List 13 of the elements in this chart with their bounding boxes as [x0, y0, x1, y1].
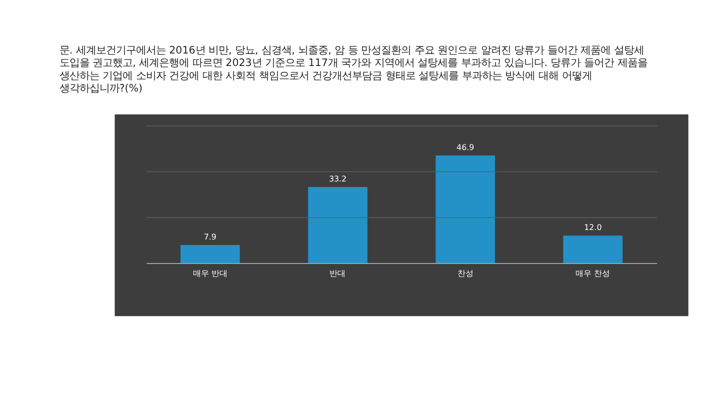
x-tick-label: 찬성 — [457, 269, 474, 278]
bar — [180, 245, 240, 264]
x-tick-label: 매우 반대 — [192, 269, 228, 278]
bar — [563, 236, 623, 264]
data-label: 33.2 — [328, 174, 347, 184]
x-tick-label: 반대 — [330, 269, 346, 278]
data-label: 12.0 — [584, 223, 602, 232]
data-label: 7.9 — [204, 232, 216, 242]
bar — [308, 186, 368, 264]
bar — [436, 156, 495, 264]
chart-title: 문. 세계보건기구에서는 2016년 비만, 당뇨, 심경색, 뇌졸중, 암 등 만성질환의 주요 원인으로 알려진 당류가 들어간 제품에 설탕세 도입을 권고했고, 세계은행에 따르면 2023년 기준으로 117개 국가와 지역에서 설탕세를 부과하고 있습니다. 당류가 들어간 제품을 생산하는 기업에 소비자 건강에 대한 사회적 책임으로서 건강개선부담금 형태로 설탕세를 부과하는 방식에 대해 어떻게 생각하십니까?(%) — [59, 44, 648, 94]
data-label: 46.9 — [456, 142, 474, 152]
x-tick-label: 매우 찬성 — [576, 269, 610, 278]
